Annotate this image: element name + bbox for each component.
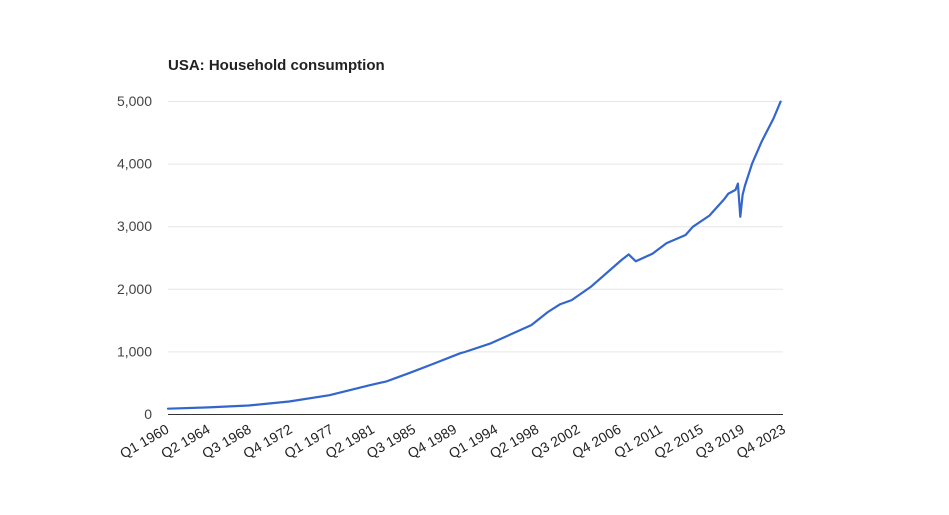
- y-tick-label: 3,000: [117, 218, 152, 234]
- gridlines: [168, 101, 783, 353]
- y-tick-label: 5,000: [117, 93, 152, 109]
- y-tick-label: 0: [144, 406, 152, 422]
- y-tick-label: 4,000: [117, 156, 152, 172]
- y-tick-label: 2,000: [117, 281, 152, 297]
- chart-title: USA: Household consumption: [168, 57, 385, 74]
- y-tick-label: 1,000: [117, 343, 152, 359]
- series-line-household-consumption: [166, 100, 782, 410]
- y-axis-ticks: 0 1,000 2,000 3,000 4,000 5,000: [117, 93, 152, 422]
